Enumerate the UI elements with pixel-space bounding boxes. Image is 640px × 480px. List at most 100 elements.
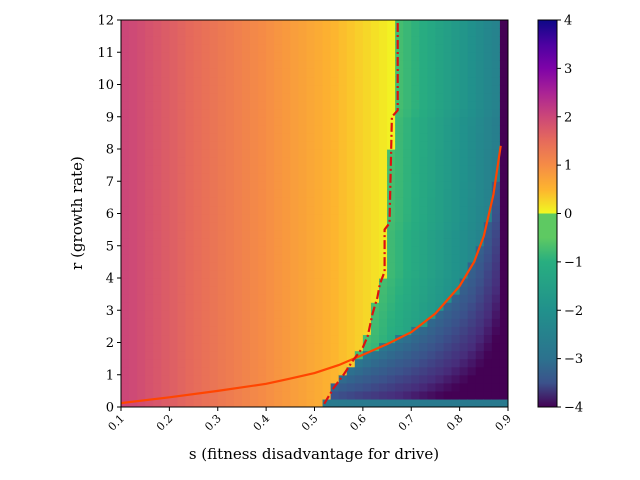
- heatmap-cell: [387, 20, 396, 29]
- heatmap-cell: [241, 140, 251, 150]
- heatmap-cell: [306, 189, 316, 198]
- heatmap-cell: [379, 132, 388, 142]
- heatmap-cell: [129, 261, 138, 271]
- heatmap-cell: [217, 100, 227, 110]
- heatmap-cell: [145, 213, 154, 223]
- heatmap-cell: [185, 140, 195, 150]
- heatmap-cell: [258, 28, 267, 37]
- heatmap-cell: [153, 116, 162, 126]
- heatmap-cell: [483, 342, 493, 352]
- heatmap-cell: [387, 36, 396, 45]
- heatmap-cell: [306, 92, 316, 102]
- heatmap-cell: [177, 358, 187, 368]
- heatmap-cell: [137, 157, 146, 166]
- heatmap-cell: [338, 374, 348, 384]
- heatmap-cell: [411, 302, 420, 311]
- heatmap-cell: [467, 334, 477, 344]
- heatmap-cell: [314, 342, 324, 352]
- heatmap-cell: [443, 205, 453, 215]
- heatmap-cell: [137, 326, 146, 336]
- heatmap-cell: [362, 318, 372, 327]
- heatmap-cell: [298, 84, 308, 94]
- heatmap-cell: [419, 140, 428, 150]
- heatmap-cell: [451, 382, 461, 392]
- heatmap-cell: [443, 197, 453, 207]
- heatmap-cell: [362, 60, 372, 69]
- heatmap-cell: [435, 229, 445, 239]
- heatmap-cell: [362, 68, 372, 78]
- heatmap-cell: [338, 108, 348, 118]
- heatmap-cell: [169, 382, 179, 392]
- heatmap-cell: [145, 245, 154, 255]
- heatmap-cell: [241, 124, 251, 134]
- heatmap-cell: [346, 28, 356, 37]
- heatmap-cell: [354, 181, 364, 190]
- heatmap-cell: [129, 253, 138, 263]
- heatmap-cell: [129, 60, 138, 69]
- heatmap-cell: [354, 84, 364, 94]
- heatmap-cell: [379, 60, 388, 69]
- heatmap-cell: [443, 100, 453, 110]
- heatmap-cell: [282, 20, 291, 29]
- heatmap-cell: [427, 261, 437, 271]
- heatmap-cell: [443, 149, 453, 158]
- heatmap-cell: [177, 124, 187, 134]
- heatmap-cell: [354, 100, 364, 110]
- heatmap-cell: [185, 342, 195, 352]
- heatmap-cell: [266, 20, 275, 29]
- heatmap-cell: [338, 132, 348, 142]
- heatmap-cell: [121, 36, 130, 45]
- heatmap-cell: [209, 358, 219, 368]
- heatmap-cell: [306, 52, 316, 61]
- heatmap-cell: [282, 237, 291, 247]
- heatmap-cell: [451, 52, 461, 61]
- heatmap-cell: [121, 245, 130, 255]
- heatmap-cell: [427, 100, 437, 110]
- y-tick-label: 12: [97, 14, 114, 29]
- heatmap-cell: [411, 149, 420, 158]
- heatmap-cell: [193, 286, 203, 295]
- heatmap-cell: [274, 20, 283, 29]
- heatmap-cell: [225, 189, 235, 198]
- heatmap-cell: [467, 302, 477, 311]
- heatmap-cell: [185, 221, 195, 231]
- heatmap-cell: [298, 326, 308, 336]
- heatmap-cell: [153, 269, 162, 279]
- heatmap-cell: [427, 197, 437, 207]
- heatmap-cell: [201, 398, 211, 407]
- heatmap-cell: [330, 181, 340, 190]
- heatmap-cell: [370, 36, 380, 45]
- heatmap-cell: [443, 366, 453, 376]
- heatmap-cell: [193, 100, 203, 110]
- heatmap-cell: [387, 68, 396, 78]
- heatmap-cell: [161, 342, 170, 352]
- heatmap-cell: [217, 76, 227, 86]
- heatmap-cell: [459, 253, 469, 263]
- heatmap-cell: [233, 181, 243, 190]
- heatmap-cell: [451, 261, 461, 271]
- heatmap-cell: [499, 237, 508, 247]
- heatmap-cell: [483, 382, 493, 392]
- heatmap-cell: [346, 149, 356, 158]
- heatmap-cell: [395, 350, 404, 360]
- heatmap-cell: [217, 44, 227, 53]
- heatmap-cell: [411, 20, 420, 29]
- heatmap-cell: [387, 213, 396, 223]
- heatmap-cell: [362, 310, 372, 319]
- heatmap-cell: [282, 302, 291, 311]
- heatmap-cell: [145, 124, 154, 134]
- heatmap-cell: [475, 229, 485, 239]
- heatmap-cell: [379, 149, 388, 158]
- heatmap-cell: [153, 294, 162, 303]
- heatmap-cell: [314, 181, 324, 190]
- heatmap-cell: [241, 221, 251, 231]
- heatmap-cell: [411, 278, 420, 287]
- heatmap-cell: [193, 60, 203, 69]
- heatmap-cell: [250, 253, 259, 263]
- heatmap-cell: [298, 140, 308, 150]
- heatmap-cell: [443, 173, 453, 182]
- heatmap-cell: [177, 108, 187, 118]
- heatmap-cell: [467, 157, 477, 166]
- heatmap-cell: [354, 116, 364, 126]
- heatmap-cell: [169, 350, 179, 360]
